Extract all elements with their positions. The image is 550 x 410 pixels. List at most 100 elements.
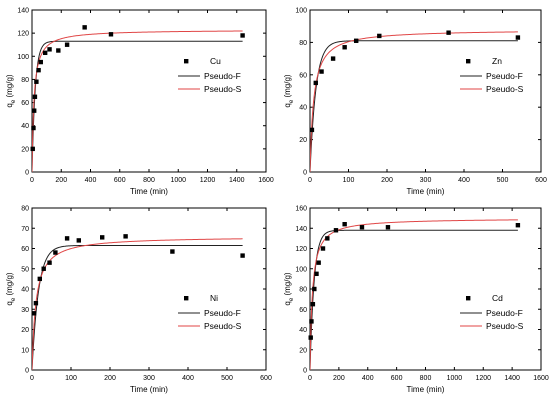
x-tick-label: 300 [420,177,432,184]
series-line-pseudo-s [310,31,518,172]
data-point [41,266,46,271]
data-point [240,253,245,258]
data-point [320,246,326,251]
data-point [515,35,521,40]
data-point [354,38,359,43]
chart-panel-ni: 0 100 200 300 400 500 600 0 10 20 30 40 50 60 70 80 Time… [5,206,272,395]
y-axis-title-sub: e [289,297,295,301]
legend-label-points: Cu [210,56,221,66]
y-axis-title-sub: e [289,99,295,103]
legend-label-points: Ni [210,293,218,303]
plot-frame [309,207,542,371]
data-point [312,286,317,292]
data-point [37,276,42,282]
x-tick-label: 400 [458,177,470,184]
data-point [64,42,70,47]
data-point [316,260,321,265]
x-tick-label: 500 [221,375,233,382]
x-tick-label: 1400 [229,177,245,184]
y-tick-label: 0 [25,170,29,177]
legend-label-pseudo-f: Pseudo-F [204,308,241,318]
y-tick-label: 160 [295,206,307,213]
chart-panel-cd: 0 200 400 600 800 1000 1200 1400 1600 0 20 40 60 80 10… [283,206,549,395]
x-tick-label: 800 [143,177,155,184]
data-point [108,32,114,37]
y-axis-title-q: q [283,301,292,305]
data-point [47,47,52,52]
y-tick-label: 140 [17,8,29,15]
y-axis-title-unit: (mg/g) [5,74,14,100]
legend-marker-points [184,296,189,301]
y-tick-label: 60 [299,72,307,79]
y-axis-title-q: q [5,103,14,107]
series-line-pseudo-s [310,219,518,370]
data-point [31,108,37,113]
y-axis-title-unit: (mg/g) [283,74,292,100]
data-point [313,80,318,86]
data-point [123,234,128,239]
chart-panel-zn: 0 100 200 300 400 500 600 0 20 40 60 80 100 Time (min… [283,8,547,197]
data-point [446,30,451,35]
legend-label-points: Cd [492,293,503,303]
legend-marker-points [184,59,189,64]
chart-panel-cu: 0 200 400 600 800 1000 1200 1400 1600 0 20 40 60 80 10… [5,8,274,197]
data-point [359,225,365,230]
series-line-pseudo-s [32,30,243,172]
y-axis-title-q: q [283,103,292,107]
y-tick-label: 60 [21,100,29,107]
y-tick-label: 50 [21,266,29,273]
x-tick-label: 600 [260,375,272,382]
y-tick-label: 70 [21,226,29,233]
data-point [308,335,313,340]
x-tick-label: 1600 [258,177,274,184]
data-point [64,236,70,241]
x-tick-label: 400 [182,375,194,382]
data-point [319,69,324,74]
x-tick-label: 600 [114,177,126,184]
series-line-pseudo-f [310,40,518,172]
x-tick-label: 500 [497,177,509,184]
legend-label-pseudo-s: Pseudo-S [204,84,242,94]
data-point [31,125,36,131]
y-axis-title-q: q [5,301,14,305]
y-axis-title: qe (mg/g) [283,272,295,305]
x-tick-label: 200 [55,177,67,184]
y-tick-label: 80 [21,206,29,213]
x-tick-label: 0 [308,177,312,184]
x-tick-label: 200 [104,375,116,382]
data-point [240,33,245,38]
y-axis-title: qe (mg/g) [283,74,295,107]
legend-label-pseudo-f: Pseudo-F [486,71,523,81]
data-point [32,94,38,99]
legend-label-pseudo-s: Pseudo-S [204,321,242,331]
data-point [170,249,175,254]
x-axis-title: Time (min) [130,385,168,394]
y-tick-label: 120 [17,31,29,38]
legend-marker-points [466,59,471,64]
data-point [53,250,58,255]
y-tick-label: 100 [295,8,307,15]
y-tick-label: 0 [25,368,29,375]
x-tick-label: 1000 [170,177,186,184]
y-tick-label: 60 [299,307,307,314]
data-point [310,301,316,307]
legend-label-pseudo-s: Pseudo-S [486,84,524,94]
data-point [342,45,347,50]
series-line-pseudo-s [32,238,243,370]
data-point [30,146,35,152]
x-tick-label: 200 [333,375,345,382]
x-tick-label: 100 [343,177,355,184]
x-tick-label: 800 [420,375,432,382]
data-point [31,311,37,316]
data-point [100,235,105,240]
data-point [82,25,87,30]
data-point [333,228,339,233]
x-axis-title: Time (min) [130,187,168,196]
x-tick-label: 600 [535,177,547,184]
x-tick-label: 1200 [475,375,491,382]
data-point [42,50,48,56]
data-point [309,319,314,324]
data-point [325,236,330,241]
data-point [36,67,41,73]
